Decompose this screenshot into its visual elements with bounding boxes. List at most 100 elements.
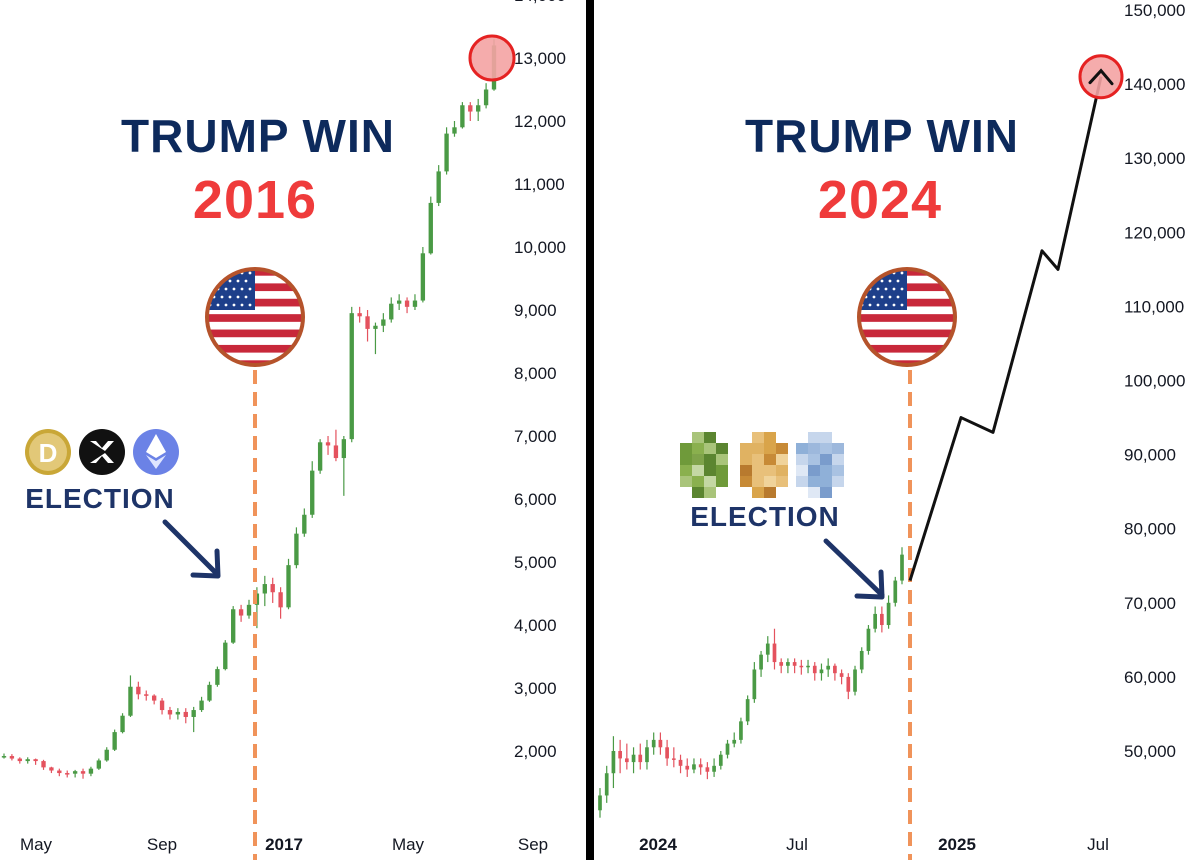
candle [357,306,362,323]
candle [460,102,465,129]
candle [278,587,283,619]
candle [598,788,602,818]
candle [120,713,125,734]
candle [25,757,30,764]
xrp-icon [79,429,125,475]
projection-line [908,76,1103,582]
candle [745,695,750,726]
candle [792,658,797,674]
x-tick-label: Sep [518,835,548,854]
candle [859,647,864,674]
candle [839,669,844,685]
candle [341,436,347,496]
candle [739,717,743,744]
candle [698,758,703,775]
candle [483,83,489,109]
candle [57,768,62,777]
candle [270,577,275,603]
candle [452,121,457,137]
candle [692,758,696,774]
candle [310,461,315,518]
y-tick-label: 50,000 [1124,742,1176,761]
candle [333,429,339,462]
y-tick-label: 6,000 [514,490,557,509]
x-tick-label: 2024 [639,835,677,854]
candle [671,747,676,768]
candle [262,575,267,607]
x-tick-label: 2017 [265,835,303,854]
right-target-circle [1078,54,1124,100]
y-tick-label: 14,000 [514,0,566,5]
candle [389,297,394,323]
candle [151,694,157,705]
y-tick-label: 120,000 [1124,223,1185,242]
candle [812,662,817,681]
candle [215,666,220,687]
candle [302,508,307,537]
candle [685,758,690,777]
y-tick-label: 8,000 [514,364,557,383]
candle [1,753,7,759]
candle [665,739,669,766]
candle [41,759,46,770]
y-tick-label: 140,000 [1124,75,1185,94]
y-tick-label: 80,000 [1124,520,1176,539]
candle [381,313,386,333]
candle [373,322,378,355]
candle [231,606,236,644]
candle [624,743,629,770]
candle [412,294,418,310]
left-y-axis: 14,000 13,000 12,000 11,000 10,000 9,000 8,000… [514,0,566,761]
candle [900,547,904,585]
right-y-axis: 150,000 140,000 130,000 120,000 110,000 100,0… [1124,1,1185,761]
candle [183,708,188,724]
candle [9,754,15,761]
candle [104,747,109,762]
left-election-arrow [162,519,221,579]
candle [286,558,291,610]
x-tick-label: 2025 [938,835,976,854]
candle [246,599,252,619]
candle [49,766,54,774]
y-tick-label: 100,000 [1124,372,1185,391]
candle [886,595,891,629]
candle [65,770,70,778]
candle [651,732,656,755]
candle [765,636,770,663]
candle [806,659,810,674]
candle [705,762,710,780]
candle [420,247,426,303]
blurred-coin-icons [680,432,844,498]
candle [17,757,22,764]
x-tick-label: Jul [1087,835,1109,854]
candle [436,165,441,207]
candle [786,658,790,674]
right-candles [598,547,904,818]
left-title: TRUMP WIN [121,110,395,162]
candle [779,658,784,674]
candle [396,294,402,310]
y-tick-label: 10,000 [514,238,566,257]
candle [873,606,878,633]
y-tick-label: 90,000 [1124,446,1176,465]
x-tick-label: May [392,835,425,854]
left-election-label: ELECTION [25,483,175,514]
candle [428,196,433,255]
candle [732,732,737,748]
candle [893,576,898,607]
candle [718,751,723,770]
candle [826,658,831,677]
candle [759,650,763,677]
candle [33,758,38,765]
dogecoin-icon: D [25,429,71,475]
candle [618,739,622,774]
right-subtitle: 2024 [818,170,942,230]
us-flag-icon [205,267,305,367]
candle [136,681,141,700]
candle [846,673,851,700]
candle [853,665,857,696]
y-tick-label: 70,000 [1124,594,1176,613]
y-tick-label: 3,000 [514,679,557,698]
svg-text:D: D [39,438,58,468]
